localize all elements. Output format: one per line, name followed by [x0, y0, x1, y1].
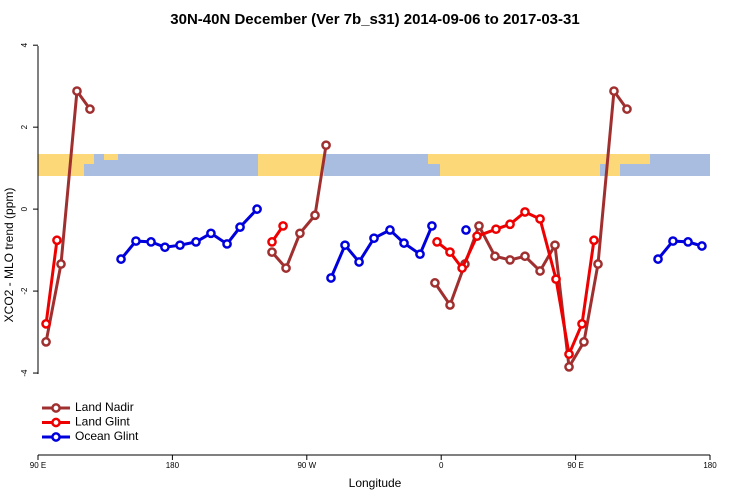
y-axis-label: XCO2 - MLO trend (ppm): [2, 188, 16, 323]
series-line: [44, 86, 629, 372]
point: [354, 257, 364, 267]
point: [175, 240, 185, 251]
point: [385, 225, 395, 235]
y-tick-label: 2: [20, 124, 29, 129]
series-line: [44, 210, 596, 360]
y-tick-label: -2: [20, 287, 29, 295]
point: [278, 221, 288, 231]
legend-marker: [51, 432, 61, 442]
point: [445, 247, 455, 257]
point: [160, 242, 170, 253]
point: [551, 274, 561, 285]
x-tick-label: 180: [703, 461, 717, 470]
point: [668, 236, 678, 246]
legend-label: Land Nadir: [75, 400, 134, 414]
point: [653, 254, 663, 264]
point: [267, 237, 277, 247]
point: [577, 319, 587, 329]
point: [321, 140, 331, 151]
legend-marker: [51, 403, 61, 413]
y-tick-label: 0: [20, 206, 29, 211]
point: [72, 86, 82, 96]
point: [589, 235, 599, 246]
point: [52, 235, 62, 246]
point: [445, 300, 455, 310]
point: [41, 319, 51, 329]
point: [535, 214, 545, 224]
point: [520, 207, 530, 217]
point: [697, 241, 707, 251]
y-tick-label: 4: [20, 42, 29, 47]
point: [593, 259, 603, 269]
point: [490, 251, 500, 262]
x-tick-label: 180: [166, 461, 180, 470]
x-tick-label: 90 E: [567, 461, 583, 470]
point: [206, 228, 216, 239]
point: [146, 237, 156, 247]
point: [683, 237, 693, 247]
point: [622, 104, 632, 114]
point: [461, 225, 471, 235]
point: [295, 228, 305, 239]
point: [131, 236, 141, 246]
point: [579, 337, 589, 347]
x-axis-label: Longitude: [349, 476, 402, 490]
point: [191, 237, 201, 247]
map-band: [38, 154, 710, 176]
point: [564, 349, 574, 360]
point: [252, 204, 262, 214]
point: [564, 362, 574, 372]
legend-label: Land Glint: [75, 415, 130, 429]
chart-title: 30N-40N December (Ver 7b_s31) 2014-09-06…: [170, 11, 579, 28]
point: [116, 254, 126, 264]
point: [505, 219, 515, 230]
point: [222, 239, 232, 249]
point: [457, 263, 467, 273]
point: [505, 255, 515, 265]
point: [535, 266, 545, 276]
point: [85, 104, 95, 114]
point: [399, 238, 409, 248]
y-tick-label: -4: [20, 369, 29, 377]
point: [340, 240, 350, 251]
series-line: [119, 208, 703, 279]
point: [474, 221, 484, 231]
x-tick-label: 0: [439, 461, 444, 470]
point: [281, 263, 291, 273]
legend-marker: [51, 417, 61, 428]
x-tick-label: 90 W: [297, 461, 316, 470]
point: [520, 251, 530, 262]
point: [235, 222, 245, 232]
point: [550, 240, 560, 251]
point: [267, 247, 277, 257]
point: [491, 224, 501, 235]
point: [41, 337, 51, 347]
point: [326, 273, 336, 283]
point: [56, 259, 66, 269]
point: [432, 237, 442, 247]
point: [310, 210, 320, 221]
point: [430, 278, 440, 288]
point: [369, 233, 379, 244]
point: [472, 231, 482, 242]
point: [609, 86, 619, 96]
legend-label: Ocean Glint: [75, 429, 139, 443]
point: [427, 221, 437, 231]
x-tick-label: 90 E: [30, 461, 46, 470]
point: [415, 249, 425, 260]
